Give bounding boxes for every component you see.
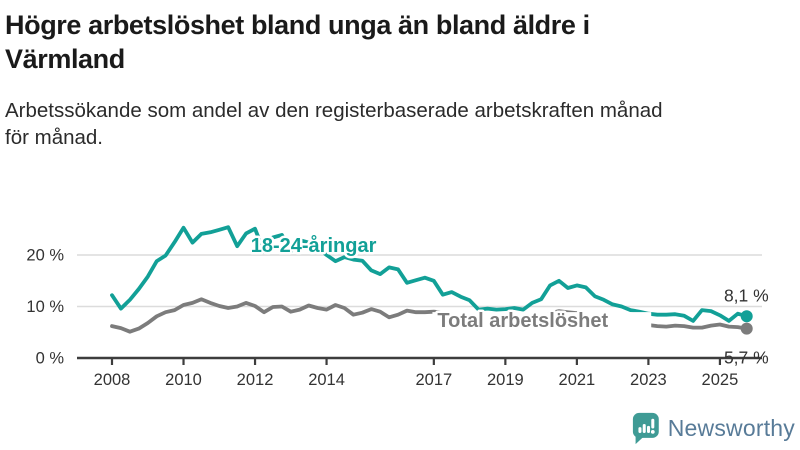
- newsworthy-logo-text: Newsworthy: [667, 415, 795, 441]
- series-line-1: [110, 225, 749, 323]
- logo-bar-1: [638, 427, 642, 433]
- y-tick-label: 0 %: [36, 350, 65, 368]
- chart-title: Högre arbetslöshet bland unga än bland ä…: [5, 10, 590, 75]
- series-label-box: [432, 312, 652, 335]
- series-end-value-0: 5,7 %: [724, 348, 769, 368]
- logo-exclamation-dot: [650, 430, 655, 434]
- series-end-dot-1: [740, 310, 753, 323]
- y-tick-label: 10 %: [26, 298, 64, 316]
- series-label-1: 18-24-åringar: [251, 234, 377, 257]
- newsworthy-logo-icon: [632, 412, 659, 445]
- x-tick-label: 2023: [630, 371, 667, 389]
- x-tick-label: 2021: [559, 371, 596, 389]
- x-tick-label: 2025: [702, 371, 739, 389]
- series-end-dot-0: [740, 322, 753, 335]
- logo-bar-2: [642, 424, 646, 433]
- series-end-value-1: 8,1 %: [724, 285, 769, 305]
- x-tick-label: 2010: [165, 371, 202, 389]
- x-tick-label: 2008: [94, 371, 131, 389]
- logo-exclamation-stem: [651, 418, 655, 429]
- chart-subtitle: Arbetssökande som andel av den registerb…: [5, 99, 663, 150]
- x-tick-label: 2017: [415, 371, 452, 389]
- x-tick-label: 2014: [308, 371, 345, 389]
- x-tick-label: 2019: [487, 371, 524, 389]
- chart-svg: 0 % 10 % 20 % 2008 2010 2012 2014 2017 2019 2021 2…: [26, 225, 769, 389]
- logo-bar-3: [646, 425, 650, 433]
- newsworthy-branding: Newsworthy: [629, 412, 795, 445]
- x-tick-label: 2012: [237, 371, 274, 389]
- y-tick-label: 20 %: [26, 247, 64, 265]
- series-label-0: Total arbetslöshet: [437, 310, 608, 332]
